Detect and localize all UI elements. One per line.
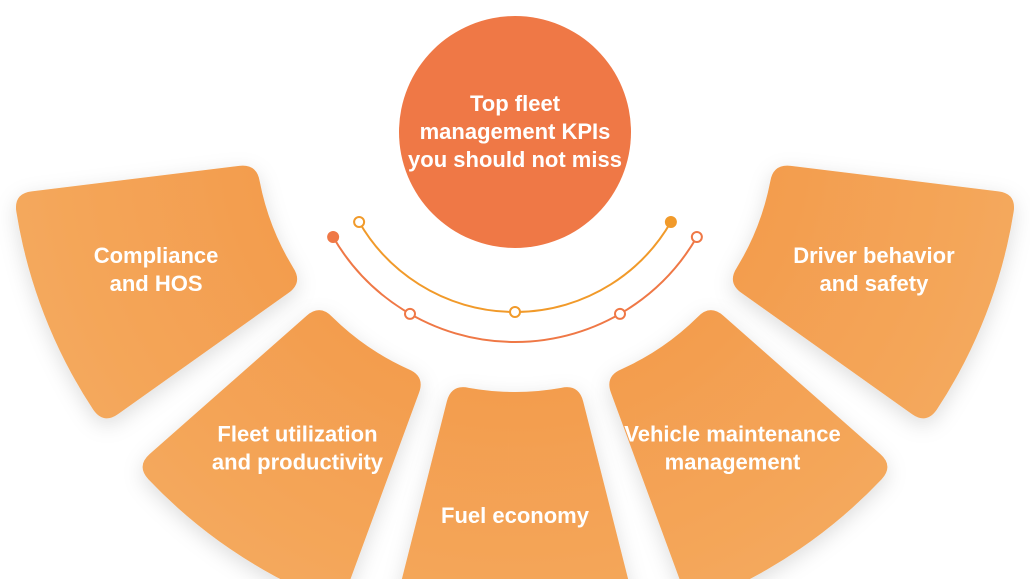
petal-label-2: Fuel economy [441, 503, 590, 528]
infographic-root: Driver behaviorand safetyVehicle mainten… [0, 0, 1030, 579]
arc-outer-dot-1 [615, 309, 625, 319]
arc-inner-dot-1 [510, 307, 520, 317]
arc-outer [333, 237, 697, 342]
arc-inner-dot-2 [354, 217, 364, 227]
petal-2 [395, 387, 636, 579]
arc-inner-dot-0 [666, 217, 676, 227]
arc-outer-dot-2 [405, 309, 415, 319]
arc-outer-dot-0 [692, 232, 702, 242]
arc-outer-dot-3 [328, 232, 338, 242]
